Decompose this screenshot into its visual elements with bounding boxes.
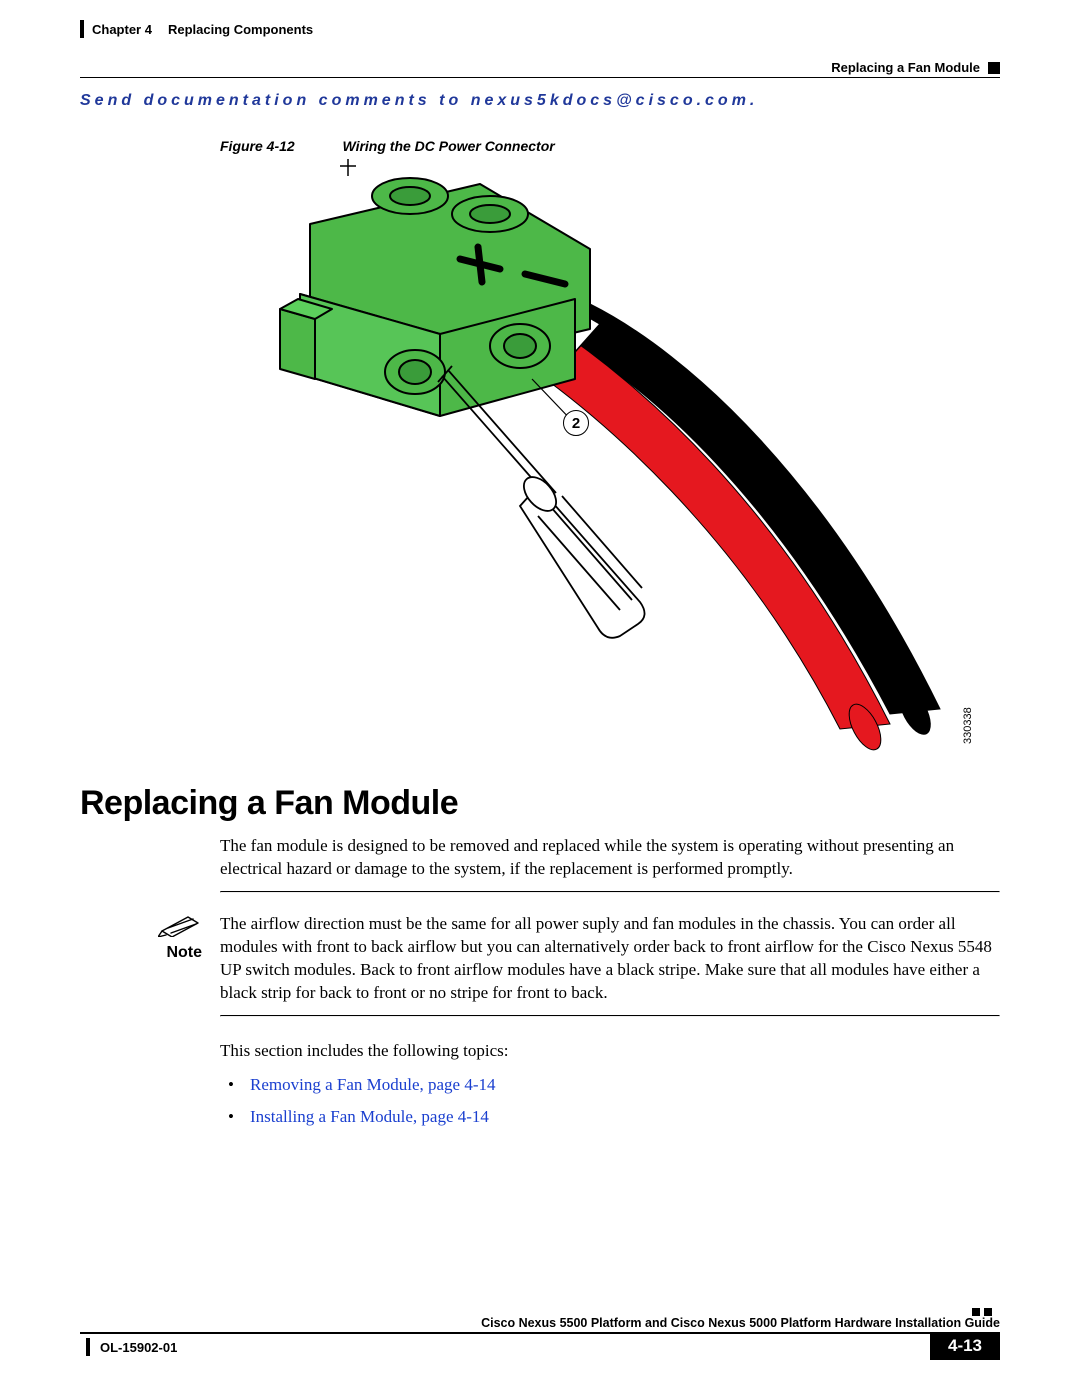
topic-link-text: Removing a Fan Module, page 4-14 xyxy=(250,1075,496,1094)
note-label: Note xyxy=(80,944,202,962)
topics-intro: This section includes the following topi… xyxy=(220,1041,1000,1061)
figure-illustration: 2 330338 xyxy=(220,154,980,764)
header-row: Chapter 4 Replacing Components xyxy=(80,20,1000,38)
topics-list: Removing a Fan Module, page 4-14 Install… xyxy=(250,1075,1000,1127)
chapter-label: Chapter 4 xyxy=(92,22,152,37)
footer-guide-title: Cisco Nexus 5500 Platform and Cisco Nexu… xyxy=(80,1316,1000,1330)
section-heading: Replacing a Fan Module xyxy=(80,784,1000,823)
section-crumb: Replacing a Fan Module xyxy=(831,60,980,75)
topic-link-text: Installing a Fan Module, page 4-14 xyxy=(250,1107,489,1126)
note-rule-top xyxy=(220,891,1000,893)
figure-label: Figure 4-12 xyxy=(220,138,295,154)
doc-comments-line: Send documentation comments to nexus5kdo… xyxy=(80,92,1000,110)
note-block: Note The airflow direction must be the s… xyxy=(80,913,1000,1005)
pencil-icon xyxy=(158,924,202,941)
header-right: Replacing a Fan Module xyxy=(80,60,1000,75)
callout-number: 2 xyxy=(572,415,580,432)
note-text: The airflow direction must be the same f… xyxy=(220,913,1000,1005)
topic-link[interactable]: Installing a Fan Module, page 4-14 xyxy=(250,1107,1000,1127)
chapter-title: Replacing Components xyxy=(168,22,313,37)
image-number: 330338 xyxy=(962,707,974,744)
figure-caption: Figure 4-12 Wiring the DC Power Connecto… xyxy=(220,138,1000,154)
intro-paragraph: The fan module is designed to be removed… xyxy=(220,835,1000,881)
header-left: Chapter 4 Replacing Components xyxy=(80,20,313,38)
doc-number: OL-15902-01 xyxy=(100,1340,177,1355)
footer-dot-icon xyxy=(972,1308,980,1316)
footer-dot-icon xyxy=(984,1308,992,1316)
figure-callout: 2 xyxy=(563,410,589,436)
note-rule-bottom xyxy=(220,1015,1000,1017)
page-footer: Cisco Nexus 5500 Platform and Cisco Nexu… xyxy=(80,1308,1000,1360)
header-tick xyxy=(80,20,84,38)
header-rule xyxy=(80,77,1000,78)
footer-tick-icon xyxy=(86,1338,90,1356)
page-number: 4-13 xyxy=(930,1332,1000,1360)
crumb-square-icon xyxy=(988,62,1000,74)
figure-title: Wiring the DC Power Connector xyxy=(342,138,554,154)
topic-link[interactable]: Removing a Fan Module, page 4-14 xyxy=(250,1075,1000,1095)
